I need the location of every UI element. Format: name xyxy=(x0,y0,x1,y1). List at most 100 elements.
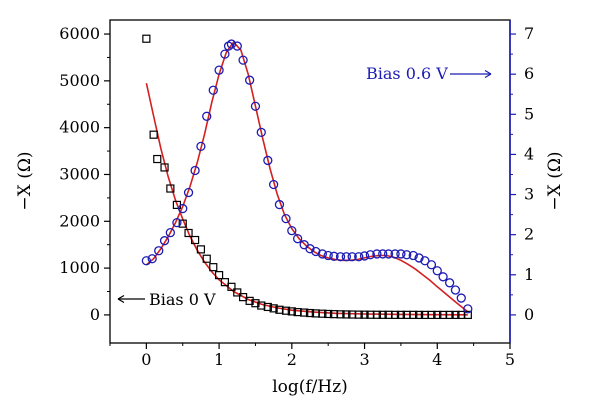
bias-06v-point xyxy=(402,250,412,260)
bias-06v-point xyxy=(172,217,182,228)
bias-06v-point xyxy=(341,252,352,262)
bias-06v-arrow-icon xyxy=(484,69,492,79)
bias-06v-point xyxy=(305,244,315,254)
bias-06v-point xyxy=(317,249,328,259)
left-y-tick-label: 6000 xyxy=(59,24,100,43)
x-tick-label: 3 xyxy=(359,350,369,369)
bias-0v-point xyxy=(305,308,315,318)
bias-0v-point xyxy=(378,310,387,319)
bias-06v-point xyxy=(354,252,364,262)
bias-06v-point xyxy=(444,278,455,288)
right-y-tick-label: 3 xyxy=(524,185,534,204)
bias-06v-point xyxy=(281,213,291,224)
bias-06v-point xyxy=(292,234,303,244)
bias-06v-point xyxy=(268,179,279,190)
bias-06v-label: Bias 0.6 V xyxy=(366,64,448,83)
bias-06v-point xyxy=(287,226,297,236)
bias-0v-point xyxy=(281,306,291,315)
bias-0v-point xyxy=(300,308,309,317)
bias-06v-point xyxy=(383,249,394,259)
x-tick-label: 5 xyxy=(505,350,515,369)
bias-0v-point xyxy=(269,304,278,313)
bias-06v-point xyxy=(183,187,194,198)
bias-06v-point xyxy=(220,49,230,59)
x-tick-label: 1 xyxy=(214,350,224,369)
bias-06v-point xyxy=(263,155,273,166)
bias-06v-point xyxy=(432,266,442,276)
bias-06v-point xyxy=(414,253,424,263)
bias-06v-point xyxy=(274,199,285,210)
bias-0v-point xyxy=(227,282,236,291)
bias-06v-point xyxy=(178,203,188,214)
right-y-tick-label: 6 xyxy=(524,64,534,83)
left-y-tick-label: 5000 xyxy=(59,71,100,90)
bias-06v-point xyxy=(141,256,152,266)
bias-0v-point xyxy=(433,310,442,320)
bias-06v-point xyxy=(159,236,170,246)
x-tick-label: 0 xyxy=(141,350,151,369)
right-y-tick-label: 1 xyxy=(524,265,534,284)
bias-06v-point xyxy=(463,304,473,314)
x-tick-label: 4 xyxy=(432,350,442,369)
bias-0v-point xyxy=(153,154,162,164)
right-y-tick-label: 5 xyxy=(524,104,534,123)
bias-06v-point xyxy=(232,41,242,51)
right-y-tick-label: 7 xyxy=(524,24,534,43)
bias-06v-point xyxy=(438,272,448,282)
bias-0v-point xyxy=(142,34,151,43)
bias-0v-point xyxy=(445,310,454,320)
bias-0v-point xyxy=(166,184,175,193)
left-y-tick-label: 0 xyxy=(90,305,100,324)
bias-0v-point xyxy=(196,245,206,254)
bias-06v-point xyxy=(426,260,437,270)
bias-0v-point xyxy=(233,288,242,297)
bias-06v-point xyxy=(323,250,333,261)
bias-0v-point xyxy=(251,299,260,308)
bias-06v-point xyxy=(154,246,164,256)
bias-06v-point xyxy=(214,65,224,75)
x-axis-title: log(f/Hz) xyxy=(272,377,348,397)
bias-06v-point xyxy=(396,249,406,259)
bias-0v-point xyxy=(390,310,400,319)
bias-06v-point xyxy=(202,111,212,121)
bias-0v-point xyxy=(409,310,418,319)
bias-0v-point xyxy=(209,263,218,272)
bias-0v-point xyxy=(190,235,200,245)
bias-0v-label: Bias 0 V xyxy=(149,290,216,309)
bias-06v-point xyxy=(244,75,255,85)
bias-0v-point xyxy=(396,310,406,319)
bias-06v-point xyxy=(450,285,461,295)
right-y-tick-label: 0 xyxy=(524,305,534,324)
fit-line-left xyxy=(145,83,468,316)
bias-0v-point xyxy=(427,310,436,320)
bias-06v-point xyxy=(359,251,370,261)
bias-06v-point xyxy=(250,101,261,111)
bias-06v-point xyxy=(196,141,206,152)
bias-0v-point xyxy=(360,310,369,319)
bias-06v-point xyxy=(456,293,466,303)
right-y-tick-label: 4 xyxy=(524,144,534,163)
bias-0v-point xyxy=(287,307,296,316)
bias-06v-point xyxy=(311,246,321,257)
bias-06v-point xyxy=(190,165,200,176)
bias-06v-point xyxy=(365,250,376,260)
left-y-tick-label: 1000 xyxy=(59,258,100,277)
bias-0v-point xyxy=(149,130,158,139)
x-tick-label: 2 xyxy=(287,350,297,369)
bias-0v-point xyxy=(342,310,351,319)
bias-0v-point xyxy=(178,219,187,228)
bias-06v-point xyxy=(256,127,266,137)
bias-0v-arrow-icon xyxy=(117,294,125,304)
bias-0v-point xyxy=(214,271,224,280)
bias-0v-point xyxy=(336,310,345,319)
bias-0v-point xyxy=(245,296,254,305)
tick-group: 0 1 2 3 4 5 0 1000 2000 3000 4000 5000 6000 0 1 2 3 4 5 6 7 xyxy=(59,24,534,369)
bias-0v-point xyxy=(220,278,230,287)
bias-06v-point xyxy=(408,250,418,261)
bias-06v-point xyxy=(335,252,346,262)
bias-0v-point xyxy=(354,310,363,319)
bias-0v-point xyxy=(372,310,382,319)
bias-0v-point xyxy=(263,302,272,312)
left-y-tick-label: 2000 xyxy=(59,211,100,230)
